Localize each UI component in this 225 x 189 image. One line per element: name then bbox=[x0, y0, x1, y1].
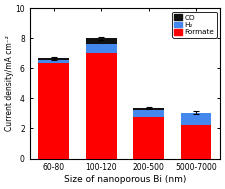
Bar bbox=[38, 63, 69, 159]
Bar bbox=[133, 108, 164, 110]
Y-axis label: Current density/mA cm⁻²: Current density/mA cm⁻² bbox=[5, 36, 14, 131]
Bar bbox=[181, 113, 212, 125]
Bar bbox=[86, 38, 117, 44]
Bar bbox=[38, 58, 69, 60]
Bar bbox=[133, 110, 164, 117]
X-axis label: Size of nanoporous Bi (nm): Size of nanoporous Bi (nm) bbox=[64, 175, 186, 184]
Bar bbox=[133, 117, 164, 159]
Bar bbox=[86, 53, 117, 159]
Bar bbox=[86, 44, 117, 53]
Legend: CO, H₂, Formate: CO, H₂, Formate bbox=[172, 12, 216, 38]
Bar bbox=[181, 125, 212, 159]
Bar bbox=[38, 60, 69, 63]
